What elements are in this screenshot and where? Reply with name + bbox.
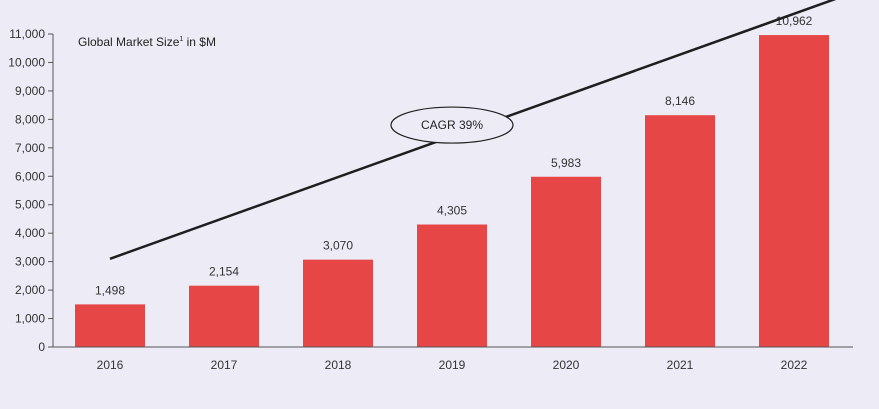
bar-2020 bbox=[531, 176, 601, 347]
x-tick-label-2018: 2018 bbox=[325, 358, 352, 372]
cagr-label: CAGR 39% bbox=[421, 118, 483, 132]
cagr-trend: CAGR 39% bbox=[109, 0, 837, 260]
chart-title-superscript: 1 bbox=[179, 36, 183, 43]
bar-2022 bbox=[759, 35, 829, 348]
y-tick-label: 2,000 bbox=[15, 283, 45, 297]
x-tick-label-2019: 2019 bbox=[439, 358, 466, 372]
y-tick-label: 5,000 bbox=[15, 198, 45, 212]
data-label-2017: 2,154 bbox=[209, 265, 239, 279]
data-label-2019: 4,305 bbox=[437, 204, 467, 218]
y-tick-label: 4,000 bbox=[15, 226, 45, 240]
y-tick-label: 7,000 bbox=[15, 141, 45, 155]
bar-2019 bbox=[417, 224, 487, 347]
y-tick-label: 0 bbox=[38, 340, 45, 354]
x-tick-label-2022: 2022 bbox=[781, 358, 808, 372]
y-tick-label: 11,000 bbox=[9, 27, 45, 41]
bar-2016 bbox=[75, 304, 145, 347]
bar-2017 bbox=[189, 285, 259, 347]
chart-title-suffix: in $M bbox=[183, 35, 216, 49]
data-label-2018: 3,070 bbox=[323, 239, 353, 253]
x-tick-label-2016: 2016 bbox=[97, 358, 124, 372]
y-tick-label: 3,000 bbox=[15, 255, 45, 269]
labels: 1,498 2016 2,154 2017 3,070 2018 4,305 2019 5,98… bbox=[95, 14, 813, 372]
cagr-ellipse bbox=[390, 106, 514, 144]
chart-title-main: Global Market Size bbox=[78, 35, 180, 49]
bar-2021 bbox=[645, 115, 715, 347]
y-axis-ticks: 0 1,000 2,000 3,000 4,000 5,000 6,000 7,000 8,00… bbox=[8, 27, 53, 354]
x-tick-label-2017: 2017 bbox=[211, 358, 238, 372]
data-label-2020: 5,983 bbox=[551, 156, 581, 170]
data-label-2021: 8,146 bbox=[665, 94, 695, 108]
y-tick-label: 9,000 bbox=[15, 84, 45, 98]
y-tick-label: 8,000 bbox=[15, 112, 45, 126]
data-label-2022: 10,962 bbox=[776, 14, 813, 28]
bars bbox=[75, 35, 829, 348]
bar-2018 bbox=[303, 259, 373, 347]
y-tick-label: 1,000 bbox=[15, 312, 45, 326]
y-tick-label: 6,000 bbox=[15, 169, 45, 183]
x-tick-label-2021: 2021 bbox=[667, 358, 694, 372]
x-tick-label-2020: 2020 bbox=[553, 358, 580, 372]
chart-title: Global Market Size1 in $M bbox=[78, 35, 216, 49]
y-tick-label: 10,000 bbox=[8, 55, 45, 69]
data-label-2016: 1,498 bbox=[95, 283, 125, 297]
